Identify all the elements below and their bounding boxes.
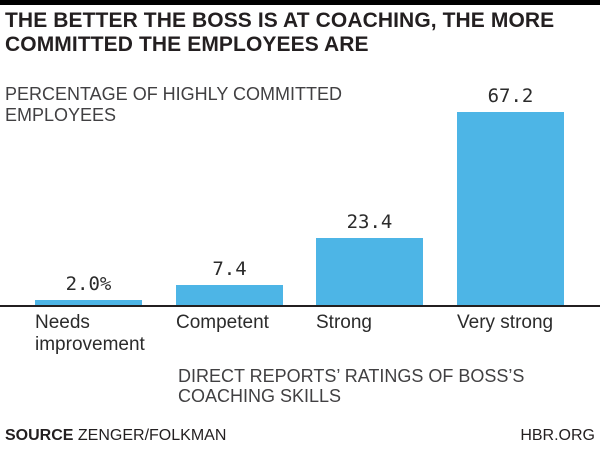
category-label-1: Needs improvement (35, 312, 145, 355)
source-label: SOURCE (5, 427, 74, 444)
bar-4 (457, 112, 564, 306)
category-label-2: Competent (176, 312, 269, 333)
y-axis-caption: PERCENTAGE OF HIGHLY COMMITTED EMPLOYEES (5, 84, 343, 125)
bar-2 (176, 285, 283, 306)
bar-value-label-4: 67.2 (487, 85, 534, 107)
bar-3 (316, 238, 423, 306)
source-value: ZENGER/FOLKMAN (77, 427, 227, 444)
bar-1 (35, 300, 142, 306)
category-label-3: Strong (316, 312, 372, 333)
category-label-4: Very strong (457, 312, 554, 333)
footer: SOURCE ZENGER/FOLKMAN HBR.ORG (0, 427, 600, 445)
x-axis-caption: DIRECT REPORTS’ RATINGS OF BOSS’S COACHI… (178, 366, 525, 406)
top-rule (0, 0, 600, 5)
source-line: SOURCE ZENGER/FOLKMAN (5, 427, 226, 445)
bar-value-label-3: 23.4 (346, 211, 393, 233)
brand-hbr-org: HBR.ORG (520, 427, 595, 444)
x-axis-line (0, 305, 600, 307)
bar-value-label-1: 2.0% (65, 273, 112, 295)
chart-title: THE BETTER THE BOSS IS AT COACHING, THE … (5, 9, 555, 56)
bar-value-label-2: 7.4 (212, 258, 247, 280)
